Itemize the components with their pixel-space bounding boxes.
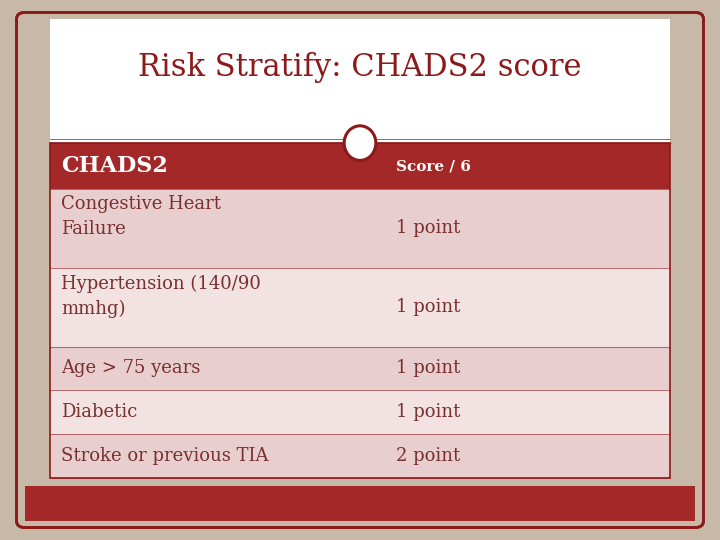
Text: Stroke or previous TIA: Stroke or previous TIA xyxy=(61,447,269,465)
Text: CHADS2: CHADS2 xyxy=(61,155,168,177)
Text: Diabetic: Diabetic xyxy=(61,403,138,421)
FancyBboxPatch shape xyxy=(50,143,670,189)
FancyBboxPatch shape xyxy=(50,347,670,390)
FancyBboxPatch shape xyxy=(50,189,670,268)
FancyBboxPatch shape xyxy=(50,434,670,478)
FancyBboxPatch shape xyxy=(17,12,703,528)
Ellipse shape xyxy=(344,126,376,160)
Text: 1 point: 1 point xyxy=(395,403,460,421)
FancyBboxPatch shape xyxy=(25,486,695,521)
Text: Hypertension (140/90
mmhg): Hypertension (140/90 mmhg) xyxy=(61,274,261,318)
Text: 1 point: 1 point xyxy=(395,298,460,316)
Text: 1 point: 1 point xyxy=(395,219,460,238)
Text: Score / 6: Score / 6 xyxy=(395,159,470,173)
Text: 1 point: 1 point xyxy=(395,360,460,377)
Text: Age > 75 years: Age > 75 years xyxy=(61,360,201,377)
FancyBboxPatch shape xyxy=(50,268,670,347)
FancyBboxPatch shape xyxy=(50,19,670,143)
FancyBboxPatch shape xyxy=(50,390,670,434)
Text: Congestive Heart
Failure: Congestive Heart Failure xyxy=(61,195,221,239)
Text: Risk Stratify: CHADS2 score: Risk Stratify: CHADS2 score xyxy=(138,52,582,83)
Text: 2 point: 2 point xyxy=(395,447,460,465)
